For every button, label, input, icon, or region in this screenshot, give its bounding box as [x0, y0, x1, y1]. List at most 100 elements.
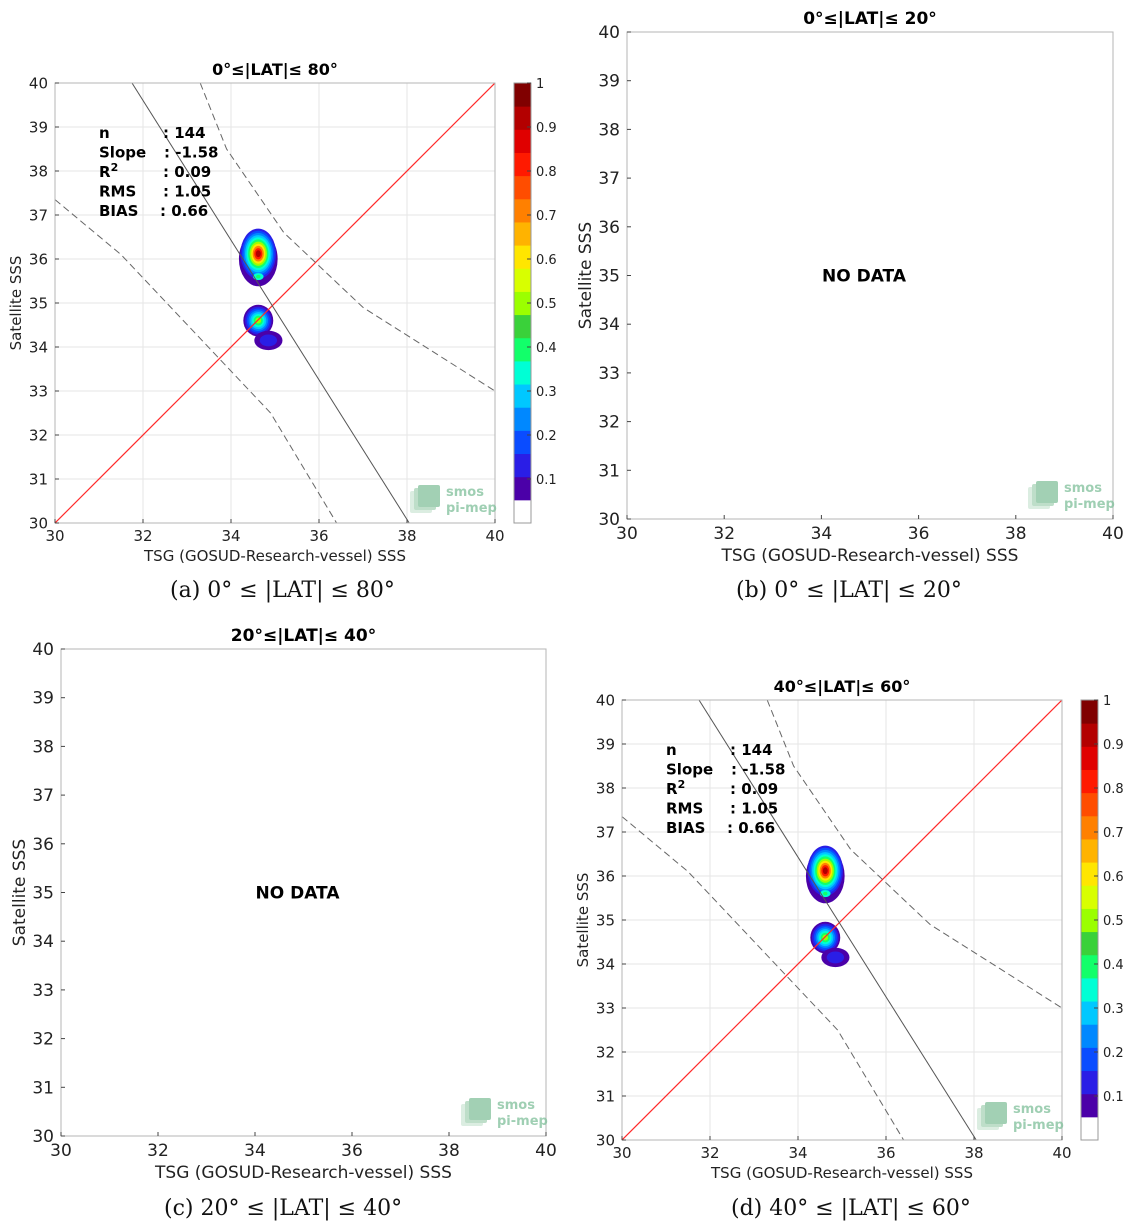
logo-text-pimep: pi-mep [1013, 1118, 1064, 1133]
colorbar-tick-label: 0.5 [1103, 914, 1124, 929]
colorbar-segment [1081, 1093, 1098, 1118]
y-axis-label: Satellite SSS [10, 839, 30, 946]
colorbar-segment [514, 430, 531, 455]
y-tick-label: 33 [596, 999, 615, 1017]
colorbar-tick-label: 0.7 [1103, 826, 1124, 841]
density-contour [822, 867, 828, 875]
logo-text-smos: smos [497, 1098, 535, 1113]
colorbar-tick-label: 0.8 [1103, 782, 1124, 797]
x-tick-label: 32 [713, 524, 735, 544]
stat-label: RMS [99, 183, 136, 201]
caption-c: (c) 20° ≤ |LAT| ≤ 40° [164, 1196, 403, 1221]
colorbar-tick-label: 0.3 [1103, 1002, 1124, 1017]
y-tick-label: 34 [598, 315, 620, 335]
y-tick-label: 31 [596, 1087, 615, 1105]
y-tick-label: 40 [32, 640, 54, 660]
panel-d: 30 32 34 36 38 40 30 31 32 33 34 35 36 37 38 39 40 40°≤|L… [574, 677, 1124, 1182]
x-axis-label: TSG (GOSUD-Research-vessel) SSS [710, 1164, 973, 1182]
y-tick-label: 32 [29, 426, 48, 444]
caption-a: (a) 0° ≤ |LAT| ≤ 80° [170, 578, 395, 603]
colorbar-segment [514, 175, 531, 200]
confidence-upper-line [766, 700, 1062, 1009]
no-data-message: NO DATA [822, 267, 907, 287]
colorbar-segment [514, 152, 531, 177]
x-tick-label: 32 [147, 1141, 169, 1161]
x-axis-label: TSG (GOSUD-Research-vessel) SSS [721, 546, 1019, 566]
y-tick-label: 33 [598, 364, 620, 384]
x-tick-label: 30 [612, 1144, 631, 1162]
stat-value: : 0.66 [160, 202, 208, 220]
x-tick-label: 34 [788, 1144, 807, 1162]
x-tick-label: 40 [1102, 524, 1124, 544]
colorbar-segment [1081, 862, 1098, 886]
y-tick-label: 39 [32, 689, 54, 709]
x-tick-label: 38 [438, 1141, 460, 1161]
panel-b: 30 32 34 36 38 40 30 31 32 33 34 35 36 37 38 39 40 0°≤|LA… [576, 9, 1124, 566]
y-tick-label: 38 [598, 120, 620, 140]
y-tick-label: 31 [29, 470, 48, 488]
y-tick-label: 30 [29, 514, 48, 532]
stat-value: : -1.58 [164, 144, 218, 162]
y-tick-label: 31 [598, 461, 620, 481]
y-tick-label: 39 [29, 118, 48, 136]
y-tick-label: 36 [596, 867, 615, 885]
colorbar-segment [514, 407, 531, 431]
x-tick-label: 40 [485, 527, 504, 545]
colorbar-segment [1081, 769, 1098, 794]
colorbar-segment [1081, 700, 1098, 724]
stat-value: : 144 [163, 124, 206, 142]
identity-line [622, 700, 1062, 1140]
y-tick-label: 36 [29, 250, 48, 268]
colorbar-segment [514, 453, 531, 478]
x-tick-label: 32 [133, 527, 152, 545]
colorbar-segment [1081, 977, 1098, 1002]
x-axis-label: TSG (GOSUD-Research-vessel) SSS [143, 547, 406, 565]
stat-value: : 1.05 [163, 183, 211, 201]
y-tick-label: 39 [598, 72, 620, 92]
colorbar-tick-label: 0.5 [536, 297, 557, 312]
x-axis-label: TSG (GOSUD-Research-vessel) SSS [154, 1163, 452, 1183]
colorbar-tick-label: 0.6 [536, 253, 557, 268]
colorbar-tick-label: 0.3 [536, 385, 557, 400]
stat-value: : 0.09 [163, 163, 211, 181]
colorbar-segment [1081, 931, 1098, 956]
y-tick-label: 30 [32, 1127, 54, 1147]
colorbar-segment [1081, 885, 1098, 909]
stat-label: R2 [99, 161, 118, 181]
stat-value: : 144 [730, 741, 773, 759]
y-tick-label: 37 [596, 823, 615, 841]
colorbar-tick-label: 0.6 [1103, 870, 1124, 885]
colorbar-segment [514, 106, 531, 130]
y-tick-label: 30 [596, 1131, 615, 1149]
x-tick-label: 34 [244, 1141, 266, 1161]
colorbar-segment [514, 499, 531, 524]
y-tick-label: 35 [598, 266, 620, 286]
x-tick-label: 36 [309, 527, 328, 545]
colorbar-segment [514, 129, 531, 153]
stat-label: Slope [99, 144, 146, 162]
colorbar-tick-label: 0.1 [536, 473, 557, 488]
y-tick-label: 34 [32, 932, 54, 952]
no-data-message: NO DATA [256, 884, 341, 904]
plot-area [55, 83, 495, 523]
y-tick-label: 31 [32, 1078, 54, 1098]
x-tick-label: 32 [700, 1144, 719, 1162]
y-tick-label: 34 [29, 338, 48, 356]
logo-text-pimep: pi-mep [446, 501, 497, 516]
y-tick-label: 40 [29, 74, 48, 92]
density-contour [256, 274, 261, 279]
x-tick-label: 36 [876, 1144, 895, 1162]
x-tick-label: 34 [221, 527, 240, 545]
panel-title: 40°≤|LAT|≤ 60° [774, 677, 911, 697]
stat-value: : 0.66 [727, 819, 775, 837]
logo-text-pimep: pi-mep [1064, 497, 1115, 512]
y-tick-label: 32 [596, 1043, 615, 1061]
stat-value: : -1.58 [731, 761, 785, 779]
logo-layer [418, 485, 440, 507]
colorbar-segment [1081, 1116, 1098, 1141]
x-tick-label: 40 [1052, 1144, 1071, 1162]
y-tick-label: 33 [32, 981, 54, 1001]
panel-title: 20°≤|LAT|≤ 40° [231, 626, 376, 646]
